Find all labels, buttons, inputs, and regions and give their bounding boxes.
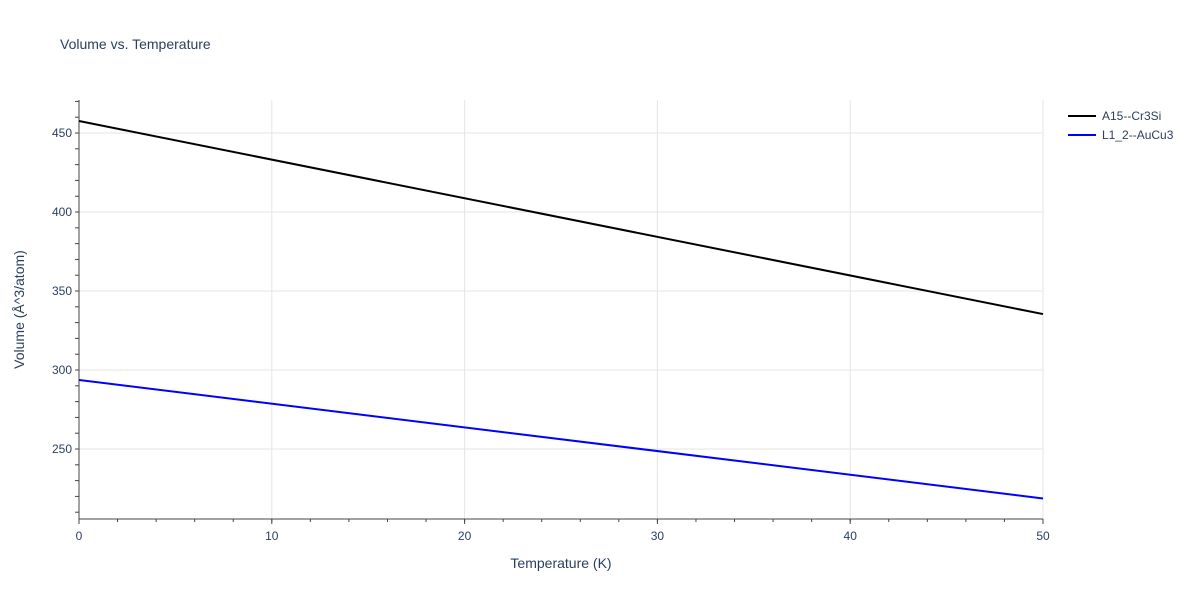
legend-line-icon [1068, 133, 1096, 136]
x-tick-label: 10 [265, 529, 279, 543]
legend-label: L1_2--AuCu3 [1102, 127, 1174, 142]
y-tick-label: 450 [52, 126, 72, 140]
legend-line-icon [1068, 114, 1096, 117]
series-line [78, 120, 1044, 316]
legend-item-0[interactable]: A15--Cr3Si [1068, 106, 1173, 125]
series-line [78, 378, 1044, 500]
y-tick-label: 400 [52, 205, 72, 219]
x-tick-label: 30 [651, 529, 665, 543]
x-tick-label: 0 [76, 529, 83, 543]
x-tick-label: 40 [844, 529, 858, 543]
chart-title: Volume vs. Temperature [60, 36, 211, 52]
x-tick-label: 50 [1036, 529, 1050, 543]
x-axis-label: Temperature (K) [510, 555, 611, 571]
legend: A15--Cr3Si L1_2--AuCu3 [1068, 106, 1173, 144]
x-tick-label: 20 [458, 529, 472, 543]
legend-label: A15--Cr3Si [1102, 108, 1162, 123]
y-axis-label: Volume (Å^3/atom) [11, 250, 27, 369]
legend-item-1[interactable]: L1_2--AuCu3 [1068, 125, 1173, 144]
y-tick-label: 250 [52, 442, 72, 456]
y-tick-label: 350 [52, 284, 72, 298]
y-tick-label: 300 [52, 363, 72, 377]
